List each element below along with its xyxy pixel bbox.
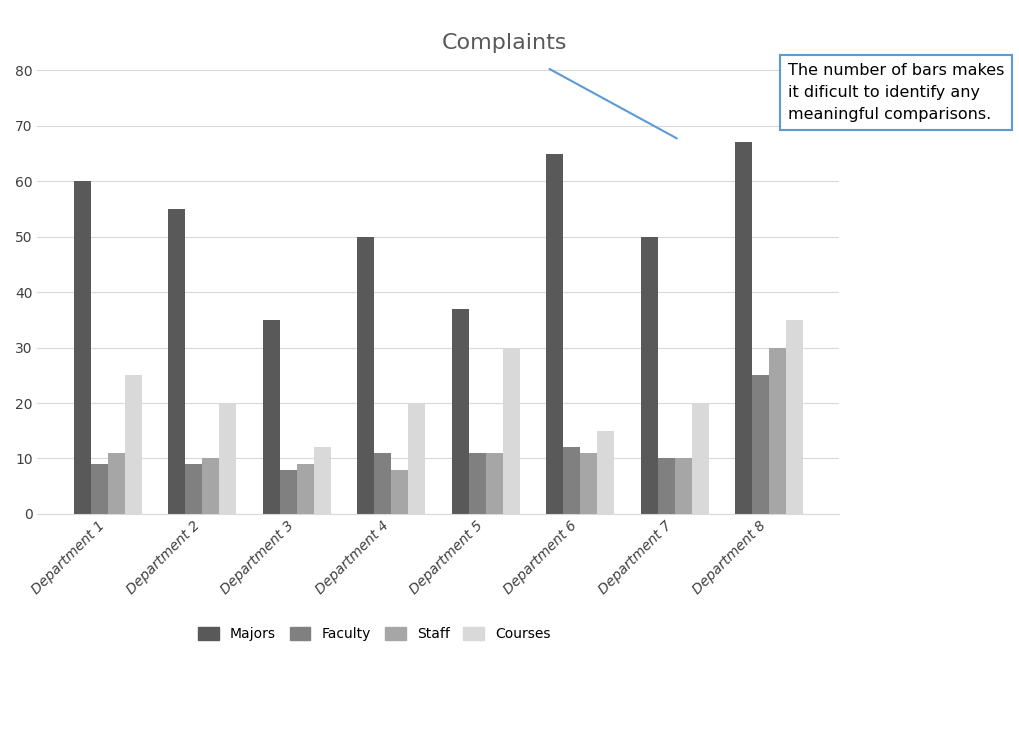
Bar [562, 448, 580, 514]
Bar [202, 459, 219, 514]
Bar [640, 236, 657, 514]
Bar [314, 448, 330, 514]
Bar [408, 403, 425, 514]
Bar [374, 453, 391, 514]
Bar [219, 403, 236, 514]
Bar [124, 376, 142, 514]
Bar [168, 209, 185, 514]
Bar [751, 376, 768, 514]
Text: Complaints: Complaints [441, 33, 567, 53]
Bar [91, 464, 108, 514]
Bar [451, 309, 468, 514]
Bar [691, 403, 708, 514]
Bar [108, 453, 124, 514]
Bar [768, 348, 786, 514]
Bar [297, 464, 314, 514]
Bar [786, 320, 802, 514]
Bar [73, 182, 91, 514]
Bar [657, 459, 674, 514]
Bar [545, 153, 562, 514]
Text: The number of bars makes
it dificult to identify any
meaningful comparisons.: The number of bars makes it dificult to … [787, 63, 1004, 122]
Bar [468, 453, 485, 514]
Bar [485, 453, 502, 514]
Bar [357, 236, 374, 514]
Bar [263, 320, 279, 514]
Bar [279, 470, 297, 514]
Bar [596, 431, 613, 514]
Bar [502, 348, 519, 514]
Bar [185, 464, 202, 514]
Bar [735, 142, 751, 514]
Bar [580, 453, 596, 514]
Legend: Majors, Faculty, Staff, Courses: Majors, Faculty, Staff, Courses [192, 622, 556, 647]
Bar [391, 470, 408, 514]
Bar [674, 459, 691, 514]
